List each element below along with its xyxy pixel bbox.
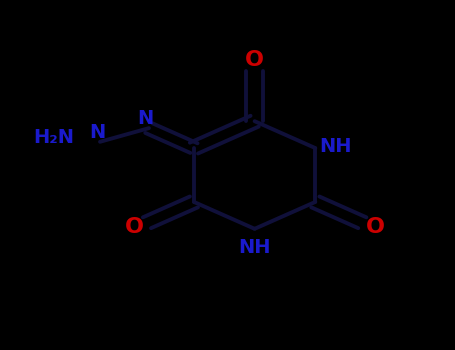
Text: NH: NH [319, 136, 352, 155]
Text: N: N [90, 122, 106, 141]
Text: H₂N: H₂N [33, 128, 74, 147]
Text: O: O [365, 217, 384, 237]
Text: O: O [245, 50, 264, 70]
Text: N: N [137, 109, 153, 128]
Text: O: O [125, 217, 144, 237]
Text: NH: NH [238, 238, 271, 257]
